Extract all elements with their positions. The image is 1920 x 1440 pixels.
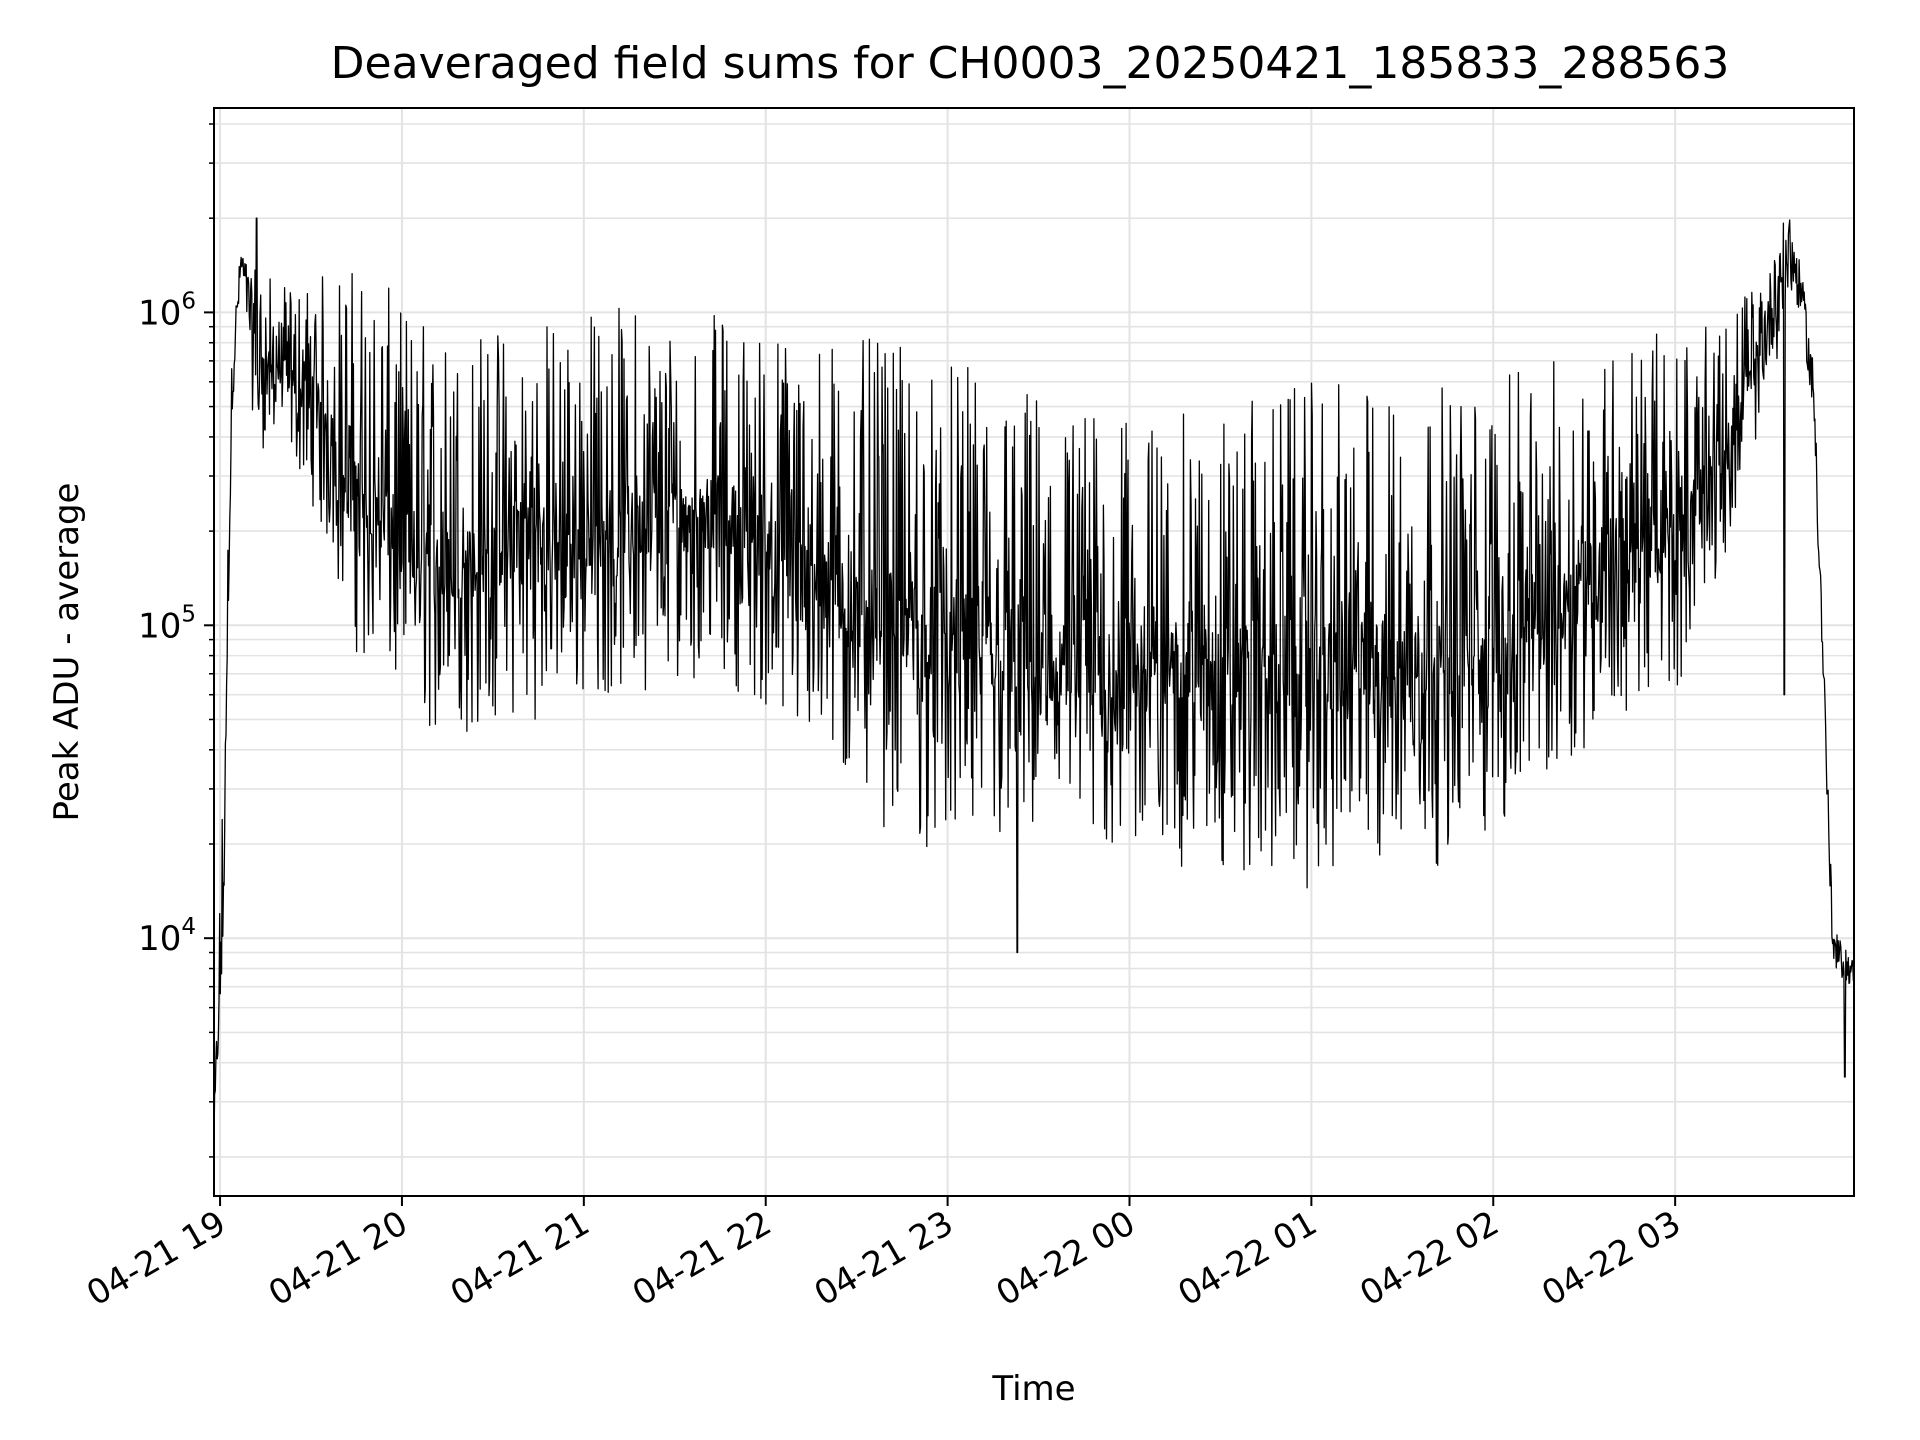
y-tick-label: 106 [138,288,196,333]
y-axis-label: Peak ADU - average [47,483,87,822]
y-tick-label: 105 [138,601,196,646]
x-axis-label: Time [991,1369,1075,1409]
x-tick-label: 04-21 19 [80,1203,232,1314]
x-tick-label: 04-21 22 [626,1203,778,1314]
y-axis: 104 105 106 [138,123,214,1158]
x-tick-label: 04-22 02 [1353,1203,1505,1314]
x-tick-label: 04-22 03 [1535,1203,1687,1314]
x-tick-label: 04-22 01 [1171,1203,1323,1314]
x-axis: 04-21 19 04-21 20 04-21 21 04-21 22 04-21 23… [80,1196,1688,1314]
x-tick-label: 04-21 23 [808,1203,960,1314]
plot-frame [213,107,1855,1197]
x-tick-label: 04-21 21 [444,1203,596,1314]
x-tick-label: 04-22 00 [990,1203,1142,1314]
x-tick-label: 04-21 20 [262,1203,414,1314]
chart-title: Deaveraged field sums for CH0003_2025042… [331,38,1730,89]
series-line [214,217,1854,1145]
y-tick-label: 104 [138,914,196,959]
